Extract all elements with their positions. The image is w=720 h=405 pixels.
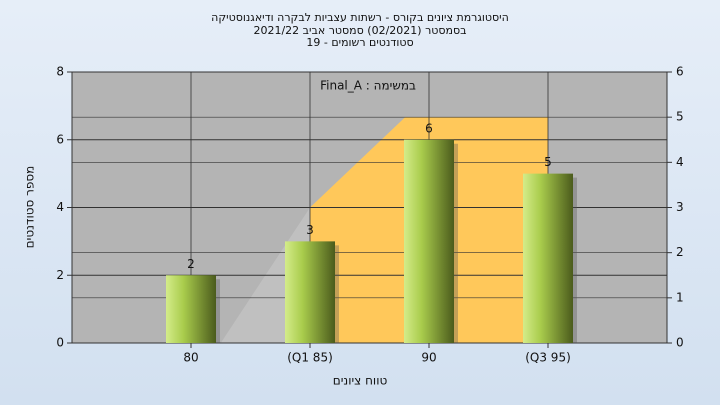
plot-border: [71, 71, 668, 344]
y2-tick-label: 5: [676, 110, 684, 124]
y2-tick-label: 1: [676, 290, 684, 304]
data-label: 2: [187, 257, 195, 271]
bar: [523, 173, 573, 343]
data-label: 5: [544, 155, 552, 169]
x-tick-label: 90: [421, 351, 436, 365]
legend: Final_A : במשימה: [320, 79, 416, 93]
title-line: בסמסטר (02/2021) סמסטר אביב 2021/22: [253, 24, 466, 37]
x-axis-label: טווח ציונים: [333, 374, 388, 388]
y-tick-label: 6: [56, 132, 64, 146]
y2-tick-label: 0: [676, 336, 684, 350]
x-tick-label: (Q3 95): [525, 351, 571, 365]
y-axis-label: מספר סטודנטים: [23, 166, 37, 249]
bar: [404, 139, 454, 343]
y2-tick-label: 2: [676, 245, 684, 259]
data-label: 6: [425, 121, 433, 135]
bar: [166, 275, 216, 343]
bar: [285, 241, 335, 343]
y-tick-label: 8: [56, 65, 64, 79]
y-tick-label: 0: [56, 336, 64, 350]
data-label: 3: [306, 223, 314, 237]
y2-tick-label: 4: [676, 155, 684, 169]
title-line: סטודנטים רשומים - 19: [306, 36, 413, 49]
y2-tick-label: 3: [676, 200, 684, 214]
y-tick-label: 4: [56, 200, 64, 214]
y-tick-label: 2: [56, 268, 64, 282]
title-line: היסטוגרמת ציונים בקורס - רשתות עצביות לב…: [211, 11, 509, 24]
y2-tick-label: 6: [676, 65, 684, 79]
x-tick-label: (Q1 85): [287, 351, 333, 365]
x-tick-label: 80: [183, 351, 198, 365]
